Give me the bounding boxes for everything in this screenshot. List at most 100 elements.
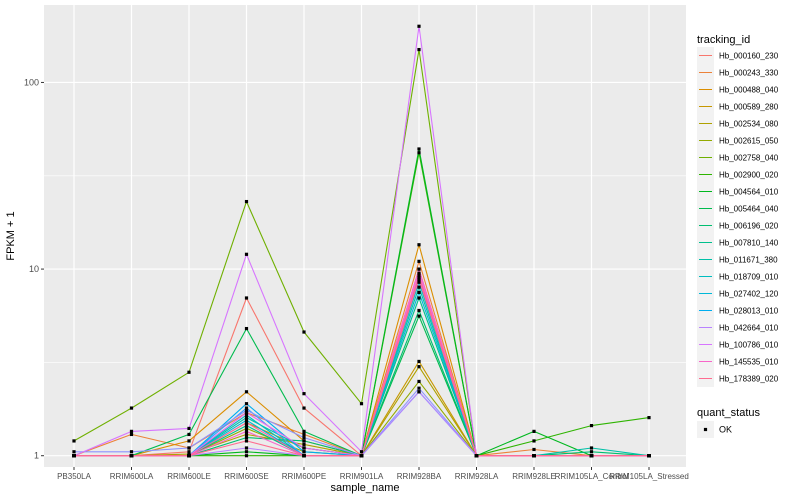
- data-point: [244, 446, 249, 450]
- legend-label: Hb_027402_120: [719, 290, 779, 299]
- legend-label: Hb_006196_020: [719, 222, 779, 231]
- data-point: [244, 421, 249, 425]
- data-point: [302, 436, 306, 440]
- y-tick-label: 100: [24, 77, 39, 87]
- data-point: [302, 442, 306, 446]
- data-point: [647, 454, 651, 458]
- data-point: [187, 446, 191, 450]
- shape-legend-label: OK: [719, 425, 732, 435]
- y-axis: 1 10 100: [24, 77, 44, 461]
- legend-label: Hb_018709_010: [719, 273, 779, 282]
- legend-title: tracking_id: [697, 34, 750, 46]
- legend-label: Hb_002758_040: [719, 154, 779, 163]
- x-tick-label: RRIM901LA: [340, 472, 384, 481]
- legend-label: Hb_000160_230: [719, 52, 779, 61]
- data-point: [244, 429, 249, 433]
- data-point: [244, 390, 249, 394]
- data-point: [244, 252, 249, 256]
- data-point: [244, 326, 249, 331]
- data-point: [417, 259, 421, 263]
- y-tick-label: 10: [29, 264, 39, 274]
- data-point: [244, 454, 249, 458]
- legend-label: Hb_005464_040: [719, 205, 779, 214]
- data-point: [417, 365, 421, 369]
- data-point: [244, 413, 249, 417]
- data-point: [244, 296, 249, 300]
- shape-legend: quant_status OK: [697, 407, 760, 438]
- data-point: [302, 429, 306, 433]
- y-tick-label: 1: [34, 451, 39, 461]
- data-point: [187, 432, 191, 437]
- data-point: [244, 418, 249, 422]
- data-point: [589, 454, 594, 458]
- data-point: [417, 314, 421, 318]
- color-legend: tracking_id Hb_000160_230 Hb_000243_330 Hb…: [697, 34, 779, 387]
- data-point: [244, 450, 249, 454]
- legend-label: Hb_002615_050: [719, 137, 779, 146]
- data-point: [417, 274, 421, 278]
- data-point: [244, 402, 249, 406]
- data-point: [417, 276, 421, 280]
- y-axis-title: FPKM + 1: [5, 211, 17, 260]
- legend-label: Hb_004564_010: [719, 188, 779, 197]
- data-point: [417, 379, 421, 384]
- data-point: [532, 447, 536, 452]
- data-point: [589, 450, 594, 454]
- data-point: [417, 390, 421, 394]
- data-point: [187, 370, 191, 374]
- data-point: [417, 24, 421, 28]
- data-point: [302, 330, 306, 334]
- data-point: [244, 423, 249, 428]
- data-point: [417, 280, 421, 284]
- x-tick-label: RRIM600LA: [110, 472, 154, 481]
- data-point: [359, 454, 364, 458]
- data-point: [417, 147, 421, 151]
- data-point: [244, 432, 249, 437]
- legend-label: Hb_002534_080: [719, 120, 779, 129]
- data-point: [417, 271, 421, 275]
- data-point: [187, 426, 191, 431]
- data-point: [474, 454, 479, 458]
- x-axis: PB350LA RRIM600LA RRIM600LE RRIM600SE RRIM60…: [57, 467, 689, 481]
- data-point: [417, 296, 421, 300]
- data-point: [129, 454, 134, 458]
- legend-label: Hb_000589_280: [719, 103, 779, 112]
- data-point: [532, 439, 536, 443]
- data-point: [72, 454, 76, 458]
- data-point: [359, 402, 364, 406]
- data-point: [417, 290, 421, 294]
- x-tick-label: RRIM600SE: [224, 472, 268, 481]
- x-tick-label: RRIM928BA: [397, 472, 442, 481]
- data-point: [417, 47, 421, 52]
- legend-label: Hb_007810_140: [719, 239, 779, 248]
- shape-legend-title: quant_status: [697, 407, 760, 419]
- data-point: [532, 454, 536, 458]
- data-point: [187, 452, 191, 456]
- data-point: [302, 432, 306, 437]
- data-point: [129, 432, 134, 437]
- data-point: [302, 450, 306, 454]
- data-point: [589, 423, 594, 428]
- x-tick-label: RRIM105LA_Control: [555, 472, 629, 481]
- data-point: [244, 436, 249, 440]
- data-point: [129, 429, 134, 433]
- data-point: [359, 450, 364, 454]
- legend-label: Hb_042664_010: [719, 324, 779, 333]
- data-point: [417, 243, 421, 247]
- data-point: [129, 450, 134, 454]
- data-point: [244, 426, 249, 431]
- data-point: [187, 450, 191, 454]
- data-point: [589, 446, 594, 450]
- legend-label: Hb_028013_010: [719, 307, 779, 316]
- data-point: [244, 411, 249, 415]
- legend-label: Hb_000243_330: [719, 69, 779, 78]
- data-point: [72, 439, 76, 443]
- x-tick-label: RRIM600PE: [282, 472, 326, 481]
- data-point: [417, 285, 421, 289]
- data-point: [417, 386, 421, 390]
- data-point: [244, 416, 249, 420]
- x-tick-label: RRIM600LE: [167, 472, 211, 481]
- x-axis-title: sample_name: [330, 482, 399, 494]
- data-point: [302, 439, 306, 443]
